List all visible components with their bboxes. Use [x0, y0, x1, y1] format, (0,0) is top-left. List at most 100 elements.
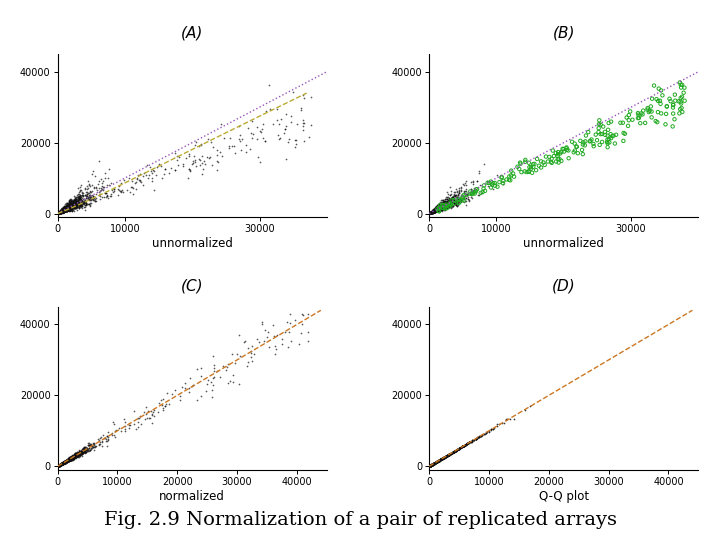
Point: [438, 453, 450, 462]
Point: [431, 206, 443, 214]
Point: [53, 209, 64, 218]
Point: [55, 460, 67, 469]
Point: [55, 207, 67, 215]
Point: [440, 202, 451, 211]
Point: [439, 453, 451, 461]
Point: [441, 451, 453, 460]
Point: [58, 458, 69, 467]
Point: [52, 462, 63, 470]
Point: [425, 208, 436, 217]
Point: [60, 457, 71, 466]
Point: [432, 203, 444, 212]
Point: [124, 421, 135, 429]
Point: [63, 204, 74, 213]
Point: [53, 461, 65, 470]
Point: [429, 205, 441, 214]
Point: [431, 457, 442, 466]
Point: [428, 207, 439, 215]
Point: [447, 448, 459, 456]
Point: [52, 209, 63, 218]
Point: [487, 424, 499, 433]
Point: [426, 460, 438, 469]
Point: [436, 454, 448, 463]
Point: [58, 457, 69, 466]
Point: [433, 205, 444, 214]
Point: [454, 187, 465, 195]
Point: [424, 209, 436, 218]
Point: [439, 453, 451, 461]
Point: [52, 209, 63, 218]
Point: [71, 200, 82, 209]
Point: [425, 461, 436, 470]
Point: [60, 202, 72, 211]
Point: [433, 205, 445, 213]
Point: [438, 453, 449, 462]
Point: [68, 451, 80, 460]
Point: [56, 460, 68, 468]
Point: [428, 459, 440, 468]
Point: [58, 205, 69, 213]
Point: [78, 197, 90, 205]
Point: [75, 200, 86, 209]
Point: [55, 459, 67, 468]
Point: [58, 458, 69, 467]
Point: [443, 450, 454, 459]
Point: [53, 461, 65, 470]
Point: [61, 456, 73, 464]
Point: [437, 454, 449, 463]
Point: [64, 206, 76, 214]
Point: [76, 199, 88, 207]
Point: [431, 205, 442, 214]
Point: [643, 108, 654, 117]
Point: [84, 441, 95, 449]
Point: [58, 207, 69, 215]
Point: [297, 91, 309, 99]
Point: [451, 446, 463, 454]
Point: [52, 209, 63, 218]
Point: [59, 458, 71, 467]
Point: [56, 459, 68, 468]
Point: [55, 460, 66, 469]
Point: [58, 205, 70, 213]
Point: [55, 208, 66, 217]
Point: [437, 202, 449, 211]
Point: [62, 456, 73, 464]
Point: [71, 200, 83, 208]
Point: [426, 208, 438, 217]
Point: [426, 460, 438, 469]
Point: [58, 206, 69, 215]
Point: [157, 406, 168, 414]
Point: [496, 418, 508, 427]
Point: [63, 455, 75, 464]
Point: [436, 201, 447, 210]
Point: [425, 208, 436, 217]
Point: [443, 197, 454, 205]
Point: [425, 208, 436, 217]
Point: [64, 455, 76, 464]
Point: [53, 461, 64, 470]
Point: [55, 207, 67, 216]
Point: [66, 452, 78, 461]
Point: [59, 205, 71, 213]
Point: [424, 208, 436, 217]
Point: [53, 209, 64, 218]
Point: [450, 446, 462, 455]
Point: [253, 338, 264, 346]
Point: [284, 134, 295, 143]
Point: [54, 208, 66, 217]
Point: [56, 206, 68, 215]
Point: [53, 462, 64, 470]
Point: [428, 207, 439, 216]
Point: [52, 209, 63, 218]
Point: [61, 203, 73, 212]
Point: [439, 200, 451, 209]
Point: [427, 460, 438, 468]
Point: [53, 209, 65, 218]
Point: [427, 460, 438, 469]
Point: [55, 207, 66, 216]
Point: [63, 200, 75, 209]
Point: [425, 461, 436, 470]
Point: [66, 451, 77, 460]
Point: [73, 448, 85, 456]
Point: [56, 207, 68, 216]
